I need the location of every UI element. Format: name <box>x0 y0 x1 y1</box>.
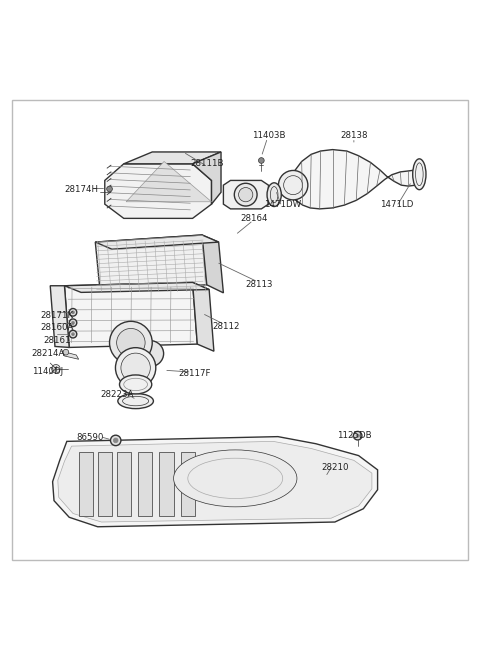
Polygon shape <box>295 149 420 209</box>
Polygon shape <box>53 437 378 527</box>
Polygon shape <box>192 282 214 351</box>
Ellipse shape <box>174 450 297 507</box>
Ellipse shape <box>118 394 154 409</box>
Ellipse shape <box>113 438 118 443</box>
Ellipse shape <box>356 434 360 438</box>
Ellipse shape <box>63 349 69 355</box>
Text: 28160A: 28160A <box>41 323 74 332</box>
Ellipse shape <box>109 322 152 364</box>
Ellipse shape <box>259 158 264 163</box>
Polygon shape <box>192 152 221 204</box>
Text: 28117F: 28117F <box>179 369 211 379</box>
Text: 1125DB: 1125DB <box>336 431 371 440</box>
Text: 11403B: 11403B <box>252 131 285 140</box>
Text: 28138: 28138 <box>340 131 368 140</box>
Ellipse shape <box>116 348 156 388</box>
Text: 1471LD: 1471LD <box>380 200 413 209</box>
Text: 28171K: 28171K <box>41 311 74 320</box>
Polygon shape <box>105 164 212 218</box>
Polygon shape <box>50 286 69 347</box>
Ellipse shape <box>120 375 152 394</box>
Polygon shape <box>96 235 207 291</box>
Text: 86590: 86590 <box>77 433 104 442</box>
Ellipse shape <box>72 322 74 324</box>
Text: 28210: 28210 <box>321 463 348 472</box>
Ellipse shape <box>72 311 74 314</box>
Polygon shape <box>202 235 223 293</box>
Text: 28223A: 28223A <box>100 390 133 400</box>
Text: 28112: 28112 <box>212 322 240 331</box>
Ellipse shape <box>234 183 257 206</box>
Polygon shape <box>124 152 221 164</box>
Polygon shape <box>62 351 79 360</box>
Polygon shape <box>126 161 212 202</box>
Ellipse shape <box>72 333 74 335</box>
Ellipse shape <box>239 187 253 202</box>
Text: 28164: 28164 <box>240 214 268 223</box>
Polygon shape <box>58 441 372 522</box>
Text: 28214A: 28214A <box>31 349 64 358</box>
Polygon shape <box>138 452 152 516</box>
Ellipse shape <box>413 159 426 190</box>
Polygon shape <box>96 235 219 249</box>
Polygon shape <box>64 282 197 347</box>
Ellipse shape <box>117 328 145 357</box>
Ellipse shape <box>121 353 150 383</box>
Polygon shape <box>97 452 112 516</box>
Text: 28111B: 28111B <box>190 159 224 168</box>
Polygon shape <box>79 452 93 516</box>
Ellipse shape <box>107 186 112 192</box>
Ellipse shape <box>69 309 77 316</box>
Ellipse shape <box>136 341 164 367</box>
Polygon shape <box>223 180 268 209</box>
Ellipse shape <box>353 432 362 440</box>
Ellipse shape <box>52 364 60 373</box>
Ellipse shape <box>69 330 77 338</box>
Polygon shape <box>159 452 174 516</box>
Polygon shape <box>117 452 131 516</box>
Ellipse shape <box>267 183 281 206</box>
Text: 1140DJ: 1140DJ <box>32 367 63 376</box>
Text: 28174H: 28174H <box>64 185 98 195</box>
Polygon shape <box>180 452 195 516</box>
Ellipse shape <box>278 170 308 200</box>
Polygon shape <box>64 282 209 292</box>
Ellipse shape <box>110 435 121 445</box>
Ellipse shape <box>69 319 77 327</box>
Text: 1471DW: 1471DW <box>264 200 301 209</box>
Text: 28113: 28113 <box>245 280 273 290</box>
Text: 28161: 28161 <box>44 336 71 345</box>
